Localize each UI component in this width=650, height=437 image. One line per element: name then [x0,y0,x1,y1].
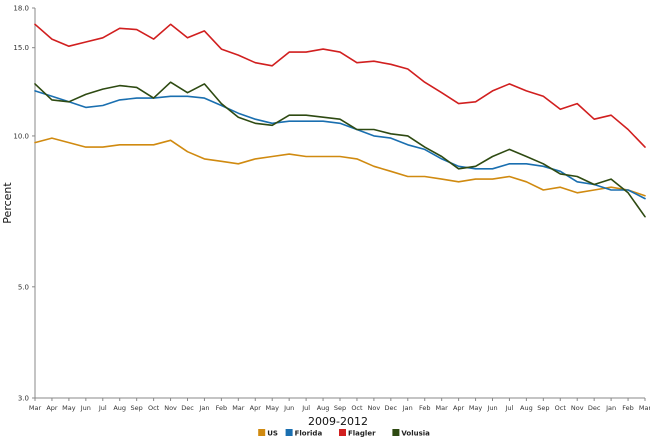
x-tick-label: Feb [216,404,228,412]
x-tick-label: Jun [486,404,497,412]
legend-label-volusia: Volusia [401,430,430,437]
legend-swatch-volusia [392,429,400,436]
x-tick-label: Mar [29,404,42,412]
x-tick-label: Nov [571,404,584,412]
x-tick-label: Sep [131,404,143,412]
x-tick-label: Jul [301,404,310,412]
x-tick-label: Nov [164,404,177,412]
series-line-volusia [34,81,646,218]
y-tick-label: 3.0 [18,395,29,403]
x-tick-label: Nov [368,404,381,412]
x-tick-label: Dec [385,404,398,412]
x-tick-label: Aug [520,404,533,412]
x-tick-label: Sep [334,404,346,412]
x-tick-label: Aug [113,404,126,412]
x-tick-label: Jul [98,404,107,412]
x-tick-label: Aug [317,404,330,412]
x-tick-label: Mar [639,404,650,412]
legend-swatch-flagler [339,429,346,436]
x-tick-label: Apr [46,404,58,412]
x-tick-label: Sep [537,404,549,412]
axes [34,8,645,399]
x-axis-title: 2009-2012 [308,415,368,428]
x-tick-label: Oct [555,404,567,412]
series-line-florida [34,90,646,200]
y-tick-label: 10.0 [13,132,29,140]
x-tick-label: Feb [622,404,634,412]
y-tick-label: 18.0 [13,5,29,13]
series-lines [34,23,646,218]
series-line-us [34,137,646,197]
legend: US Florida Flagler Volusia [258,429,430,437]
x-tick-label: Oct [148,404,160,412]
x-tick-label: Jan [605,404,616,412]
y-tick-label: 15.0 [13,44,29,52]
x-tick-label: Jan [402,404,413,412]
x-ticks: Mar Apr May Jun Jul Aug Sep Oct Nov Dec Jan Feb Mar A… [29,398,650,412]
legend-swatch-florida [285,429,293,436]
x-tick-label: May [265,404,279,412]
x-tick-label: Feb [419,404,431,412]
x-tick-label: Oct [351,404,363,412]
x-tick-label: Apr [453,404,465,412]
legend-label-us: US [267,430,278,437]
y-tick-label: 5.0 [18,283,29,291]
x-tick-label: Jul [505,404,514,412]
legend-swatch-us [258,429,266,436]
x-tick-label: Apr [250,404,262,412]
x-tick-label: Jan [198,404,209,412]
x-tick-label: May [469,404,483,412]
legend-label-florida: Florida [295,430,323,437]
y-axis-title: Percent [1,182,14,224]
x-tick-label: Dec [588,404,601,412]
x-tick-label: May [62,404,76,412]
series-line-flagler [34,23,646,148]
x-tick-label: Jun [80,404,91,412]
x-tick-label: Dec [181,404,194,412]
legend-label-flagler: Flagler [348,430,376,437]
x-tick-label: Mar [436,404,449,412]
x-tick-label: Mar [232,404,245,412]
x-tick-label: Jun [283,404,294,412]
y-ticks: 18.0 15.0 10.0 5.0 3.0 [13,5,35,403]
